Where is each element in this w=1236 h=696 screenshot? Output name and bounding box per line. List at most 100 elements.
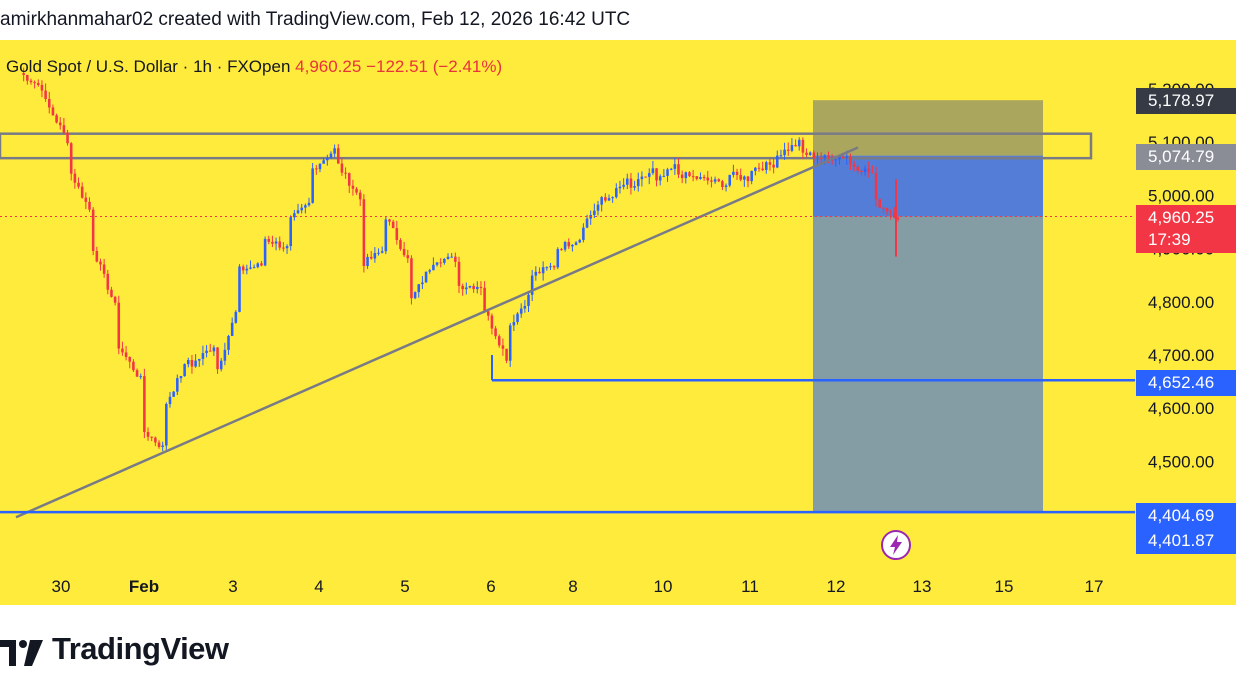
candle-body — [691, 176, 695, 178]
x-tick-label: 5 — [400, 577, 409, 596]
candle-body — [230, 322, 234, 336]
candle-body — [863, 168, 867, 173]
y-tick-label: 4,600.00 — [1148, 399, 1214, 418]
candle-body — [384, 219, 388, 252]
candle-body — [424, 271, 428, 283]
position-target-zone — [813, 216, 1043, 513]
candle-body — [201, 353, 205, 359]
candle-body — [124, 352, 128, 358]
x-tick-label: 11 — [741, 577, 759, 596]
candle-body — [121, 348, 124, 353]
candle-body — [739, 175, 742, 180]
candle-body — [58, 122, 62, 126]
candle-body — [626, 178, 629, 185]
candle-body — [256, 263, 260, 268]
candle-body — [556, 249, 560, 268]
candle-body — [512, 322, 516, 326]
candle-body — [102, 264, 106, 274]
candle-body — [454, 256, 457, 262]
candle-body — [183, 364, 186, 377]
candle-body — [435, 262, 439, 265]
chart-area[interactable]: 5,200.005,100.005,000.004,900.004,800.00… — [0, 40, 1236, 605]
candle-body — [113, 296, 117, 303]
candle-body — [176, 378, 179, 392]
candle-body — [55, 115, 58, 123]
price-chart[interactable]: 5,200.005,100.005,000.004,900.004,800.00… — [0, 40, 1236, 605]
lightning-icon[interactable] — [880, 529, 912, 561]
x-tick-label: 8 — [568, 577, 577, 596]
candle-body — [296, 210, 300, 214]
candle-body — [801, 139, 805, 153]
candle-body — [44, 90, 47, 99]
symbol-legend[interactable]: Gold Spot / U.S. Dollar · 1h · FXOpen 4,… — [6, 57, 502, 77]
candle-body — [779, 155, 783, 157]
candle-body — [669, 168, 673, 170]
tradingview-logo-text: TradingView — [52, 631, 229, 666]
candle-body — [819, 157, 823, 159]
candle-body — [380, 251, 384, 253]
candle-body — [446, 256, 450, 259]
candle-body — [647, 173, 651, 177]
candle-body — [677, 164, 680, 175]
candle-body — [84, 197, 88, 202]
candle-body — [750, 171, 753, 182]
candle-body — [150, 436, 153, 438]
candle-body — [761, 168, 764, 170]
candle-body — [497, 336, 501, 346]
candle-body — [611, 197, 614, 199]
candle-body — [775, 155, 779, 168]
candle-body — [117, 302, 121, 349]
candle-body — [483, 287, 486, 312]
position-stop-zone — [813, 100, 1043, 156]
price-tag-support: 4,652.46 — [1136, 370, 1236, 396]
candle-body — [278, 241, 282, 248]
candle-body — [783, 149, 786, 156]
candle-body — [443, 258, 446, 263]
candle-body — [95, 251, 99, 262]
candle-body — [26, 74, 29, 81]
position-profit-zone — [813, 155, 1043, 217]
candle-body — [304, 205, 307, 208]
candle-body — [651, 168, 655, 174]
candle-body — [889, 211, 892, 213]
price-tag-stop-a: 4,404.69 — [1136, 503, 1236, 529]
candle-body — [154, 437, 157, 443]
candle-body — [33, 82, 36, 84]
candle-body — [874, 173, 878, 200]
candle-body — [110, 289, 113, 297]
candle-body — [596, 204, 600, 211]
candle-body — [768, 162, 772, 165]
candle-body — [245, 268, 249, 271]
current-price-label: 4,960.25 — [1148, 208, 1215, 227]
candle-body — [688, 172, 691, 177]
y-tick-label: 5,000.00 — [1148, 186, 1214, 205]
candle-body — [486, 311, 490, 316]
candle-body — [530, 275, 534, 295]
candle-body — [721, 181, 724, 188]
price-tag-stop-b: 4,401.87 — [1136, 528, 1236, 554]
candle-body — [841, 156, 845, 159]
candle-body — [336, 148, 340, 164]
candle-body — [300, 207, 303, 211]
legend-price: 4,960.25 — [295, 57, 362, 76]
x-tick-label: 12 — [827, 577, 846, 596]
x-tick-label: 4 — [314, 577, 323, 596]
candle-body — [816, 157, 819, 159]
candle-body — [80, 186, 84, 198]
candle-body — [658, 176, 662, 181]
candle-body — [549, 266, 552, 268]
candle-body — [732, 171, 735, 175]
candle-body — [655, 168, 658, 181]
candle-body — [827, 155, 830, 158]
candle-body — [355, 188, 358, 193]
x-tick-label: 15 — [995, 577, 1014, 596]
candle-body — [519, 308, 523, 314]
candle-body — [234, 311, 238, 323]
candle-body — [358, 192, 362, 200]
candle-body — [893, 212, 896, 218]
candle-body — [318, 163, 322, 170]
candle-body — [710, 180, 713, 182]
candle-body — [479, 286, 483, 288]
candle-body — [794, 145, 797, 147]
price-tag-target-top: 5,178.97 — [1136, 88, 1236, 114]
